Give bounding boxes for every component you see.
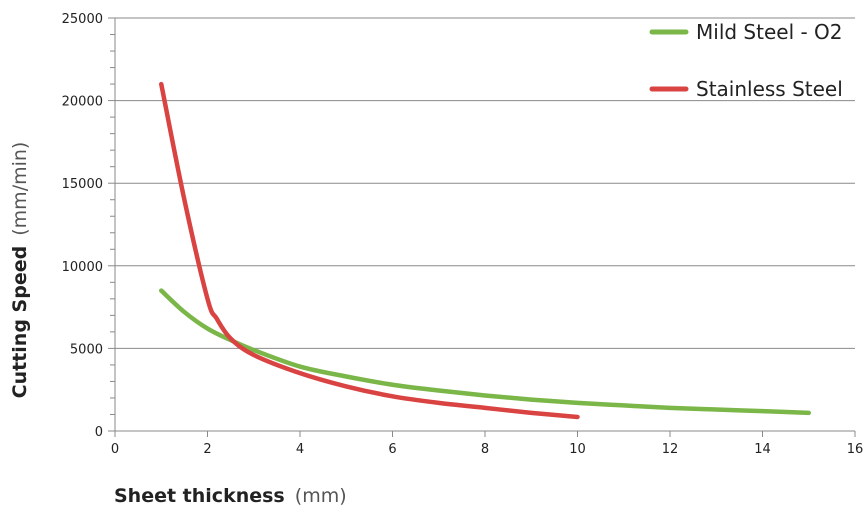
y-axis-title-main: Cutting Speed [9,246,31,399]
gridlines [115,17,855,349]
series-line-mild-steel-o2 [159,288,811,416]
axes [114,18,856,437]
x-tick-label-6: 6 [388,442,396,457]
y-tick-label-5000: 5000 [70,342,103,357]
x-tick-label-2: 2 [203,442,211,457]
y-tick-label-25000: 25000 [62,12,103,27]
y-tick-label-15000: 15000 [62,177,103,192]
y-tick-label-0: 0 [95,425,103,440]
x-axis-title-unit: (mm) [295,485,347,507]
legend-label-mild-steel-o2: Mild Steel - O2 [696,20,843,44]
legend-item-mild-steel-o2: Mild Steel - O2 [649,20,843,44]
x-tick-label-12: 12 [662,442,679,457]
x-tick-label-16: 16 [847,442,864,457]
x-axis-title-main: Sheet thickness [114,485,285,507]
x-tick-label-14: 14 [754,442,771,457]
x-axis-title: Sheet thickness (mm) [114,485,347,507]
y-axis-title-unit: (mm/min) [9,142,31,236]
y-minor-ticks [108,17,115,432]
y-tick-label-10000: 10000 [62,260,103,275]
legend-item-stainless-steel: Stainless Steel [649,77,843,101]
series-lines [159,81,811,420]
x-tick-label-8: 8 [481,442,489,457]
y-tick-label-20000: 20000 [62,95,103,110]
x-tick-label-10: 10 [569,442,586,457]
y-tick-labels: 0 5000 10000 15000 20000 25000 [62,12,103,440]
x-tick-label-4: 4 [296,442,304,457]
x-tick-label-0: 0 [111,442,119,457]
legend: Mild Steel - O2 Stainless Steel [649,20,843,101]
legend-label-stainless-steel: Stainless Steel [696,77,843,101]
x-tick-labels: 0 2 4 6 8 10 12 14 16 [111,442,863,457]
series-line-stainless-steel [159,81,580,420]
y-axis-title: Cutting Speed (mm/min) [9,142,31,399]
